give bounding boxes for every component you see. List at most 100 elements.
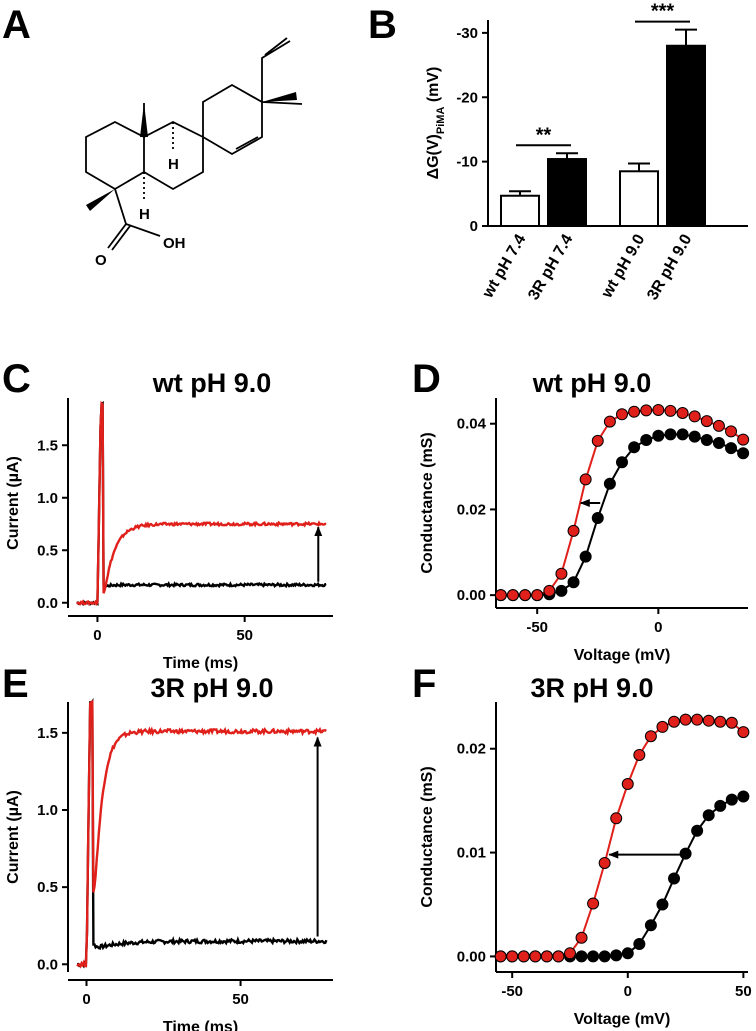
- pima-data-point: [494, 950, 507, 963]
- panel-title-e: 3R pH 9.0: [150, 673, 273, 703]
- x-tick-label: 0: [624, 983, 632, 1000]
- pima-data-point: [664, 404, 677, 417]
- pima-data-point: [506, 950, 519, 963]
- control-data-point: [628, 441, 641, 454]
- y-tick-label: 0.5: [37, 879, 58, 896]
- panel-letter-e: E: [2, 662, 29, 706]
- control-data-point: [688, 430, 701, 443]
- control-data-point: [668, 872, 681, 885]
- control-data-point: [616, 456, 628, 469]
- pima-data-point: [656, 720, 669, 733]
- panel-letter-f: F: [412, 662, 436, 706]
- y-tick-label: 0: [470, 218, 478, 235]
- pima-data-point: [529, 950, 542, 963]
- pima-data-point: [579, 473, 592, 486]
- pima-data-point: [575, 931, 588, 944]
- hydroxyl-label: OH: [163, 235, 186, 252]
- y-tick-label: -10: [456, 154, 478, 171]
- y-axis-label: Conductance (mS): [419, 432, 436, 573]
- control-data-point: [691, 824, 704, 837]
- control-data-point: [591, 512, 604, 524]
- pima-data-point: [567, 524, 580, 537]
- pima-data-point: [555, 567, 568, 580]
- pima-data-point: [712, 419, 725, 432]
- chart-b: 0 -10 -20 -30 wt pH 7.43R pH 7.4 wt pH 9.03R …: [425, 1, 748, 303]
- control-data-point: [725, 793, 738, 806]
- pima-data-point: [668, 715, 681, 728]
- chart-d: 0.00 0.02 0.04 -50 0 Voltage (mV) Conductance …: [419, 398, 750, 664]
- y-label-unit: (mV): [425, 67, 442, 107]
- pimaric-acid-structure: [85, 37, 303, 251]
- control-data-point: [652, 429, 665, 442]
- hydrogen-label-c9: H: [168, 156, 179, 173]
- panel-title-d: wt pH 9.0: [532, 368, 652, 398]
- panel-a: A H H O OH: [2, 3, 303, 269]
- panel-letter-c: C: [2, 357, 31, 401]
- control-data-point: [712, 437, 725, 449]
- bar: [500, 194, 540, 227]
- x-axis-label: Time (ms): [163, 1019, 238, 1031]
- y-tick-label: 0.0: [37, 956, 58, 973]
- x-tick-label: -50: [526, 619, 548, 636]
- pima-data-point: [652, 404, 665, 416]
- control-data-point: [633, 937, 646, 950]
- pima-data-point: [598, 856, 611, 869]
- pima-data-point: [633, 748, 646, 761]
- chart-f: 0.00 0.01 0.02 -50 0 50 Voltage (mV) Conductanc…: [419, 702, 752, 1028]
- x-axis-label: Time (ms): [163, 655, 238, 672]
- pima-data-point: [688, 410, 701, 423]
- y-axis-label: Current (µA): [5, 790, 22, 884]
- y-tick-label: 0.04: [457, 416, 487, 433]
- chart-e: 0.0 0.5 1.0 1.5 0 50 Time (ms) Current (µA): [5, 697, 333, 1031]
- x-tick-label: 50: [232, 991, 249, 1008]
- control-data-point: [676, 428, 689, 441]
- y-tick-label: 1.5: [37, 725, 58, 742]
- pima-data-point: [506, 589, 519, 602]
- category-label: 3R pH 7.4: [525, 231, 576, 303]
- pima-data-point: [644, 730, 657, 743]
- pima-data-point: [725, 716, 738, 729]
- pima-current-trace: [76, 699, 327, 969]
- y-tick-label: 0.5: [37, 542, 58, 559]
- y-tick-label: 0.0: [37, 595, 58, 612]
- y-tick-label: 0.02: [457, 741, 486, 758]
- x-tick-label: 0: [93, 627, 101, 644]
- x-tick-label: 50: [735, 983, 752, 1000]
- pima-data-point: [543, 584, 556, 597]
- y-tick-label: -20: [456, 89, 478, 106]
- control-data-point: [664, 428, 677, 441]
- control-current-trace: [76, 697, 328, 969]
- pima-data-point: [517, 950, 530, 963]
- panel-title-c: wt pH 9.0: [152, 368, 272, 398]
- panel-title-f: 3R pH 9.0: [530, 673, 653, 703]
- pima-data-point: [591, 434, 604, 447]
- y-axis-label: ΔG(V)PiMA (mV): [425, 67, 447, 180]
- significance-label: ***: [651, 1, 675, 23]
- y-tick-label: -30: [456, 25, 478, 42]
- x-tick-label: 0: [82, 991, 90, 1008]
- pima-data-point: [679, 713, 692, 726]
- x-tick-label: -50: [501, 983, 523, 1000]
- y-tick-label: 0.02: [457, 501, 486, 518]
- chart-c: 0.0 0.5 1.0 1.5 0 50 Time (ms) Current (µA): [5, 398, 333, 672]
- control-data-point: [700, 434, 713, 446]
- y-tick-label: 1.0: [37, 490, 58, 507]
- x-axis-label: Voltage (mV): [574, 647, 671, 664]
- control-data-point: [644, 919, 657, 932]
- pima-data-point: [621, 778, 634, 791]
- control-data-point: [598, 950, 611, 963]
- control-data-point: [579, 550, 592, 563]
- pima-data-point: [610, 812, 623, 825]
- control-data-point: [714, 799, 727, 812]
- y-label-main: ΔG(V): [425, 134, 442, 179]
- panel-letter-b: B: [368, 3, 397, 47]
- y-axis-label: Current (µA): [5, 456, 22, 550]
- y-label-subscript: PiMA: [435, 107, 447, 135]
- panel-letter-a: A: [2, 3, 31, 47]
- control-data-point: [587, 950, 600, 963]
- x-tick-label: 50: [236, 627, 253, 644]
- oxygen-label: O: [95, 252, 107, 269]
- bar: [547, 158, 587, 227]
- pima-data-point: [519, 589, 532, 602]
